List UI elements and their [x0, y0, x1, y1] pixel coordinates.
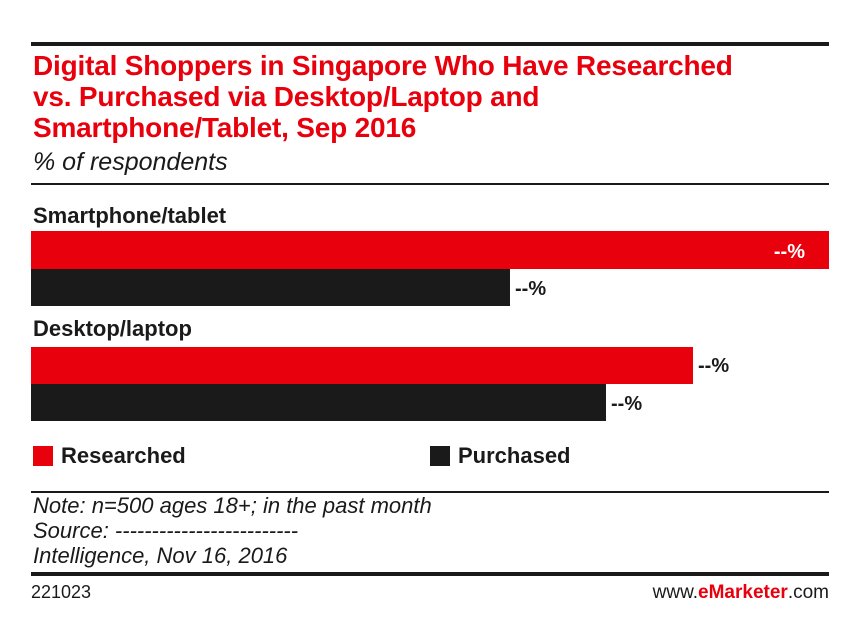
chart-subtitle: % of respondents: [33, 148, 228, 176]
chart-title: Digital Shoppers in Singapore Who Have R…: [33, 50, 823, 143]
brand-prefix: www.: [652, 582, 699, 603]
label-desktop-purchased: --%: [611, 393, 642, 415]
label-smartphone-purchased: --%: [515, 278, 546, 300]
bar-smartphone-researched: [31, 231, 829, 269]
legend-swatch-purchased: [430, 446, 450, 466]
category-label-desktop: Desktop/laptop: [33, 316, 192, 341]
title-line-2: vs. Purchased via Desktop/Laptop and: [33, 81, 540, 112]
title-line-3: Smartphone/Tablet, Sep 2016: [33, 112, 417, 143]
label-smartphone-researched: --%: [774, 241, 805, 263]
chart-notes: Note: n=500 ages 18+; in the past month …: [33, 493, 432, 568]
notes-divider: [31, 491, 829, 493]
brand-suffix: .com: [787, 582, 829, 603]
legend-researched: Researched: [33, 442, 186, 470]
footer-rule: [31, 572, 829, 576]
legend-label-researched: Researched: [61, 443, 186, 468]
header-divider: [31, 183, 829, 185]
note-line-1: Note: n=500 ages 18+; in the past month: [33, 493, 432, 518]
bar-desktop-purchased: [31, 384, 606, 421]
brand-bold: eMarketer: [698, 582, 788, 603]
bar-desktop-researched: [31, 347, 693, 384]
title-line-1: Digital Shoppers in Singapore Who Have R…: [33, 50, 733, 81]
brand-link[interactable]: www.eMarketer.com: [653, 582, 829, 604]
note-line-3: Intelligence, Nov 16, 2016: [33, 543, 288, 568]
legend-swatch-researched: [33, 446, 53, 466]
label-desktop-researched: --%: [698, 355, 729, 377]
top-rule: [31, 42, 829, 46]
note-line-2: Source: -------------------------: [33, 518, 299, 543]
chart-id: 221023: [31, 582, 92, 602]
legend-label-purchased: Purchased: [458, 443, 571, 468]
legend-purchased: Purchased: [430, 442, 571, 470]
category-label-smartphone: Smartphone/tablet: [33, 203, 227, 228]
bar-smartphone-purchased: [31, 269, 510, 306]
